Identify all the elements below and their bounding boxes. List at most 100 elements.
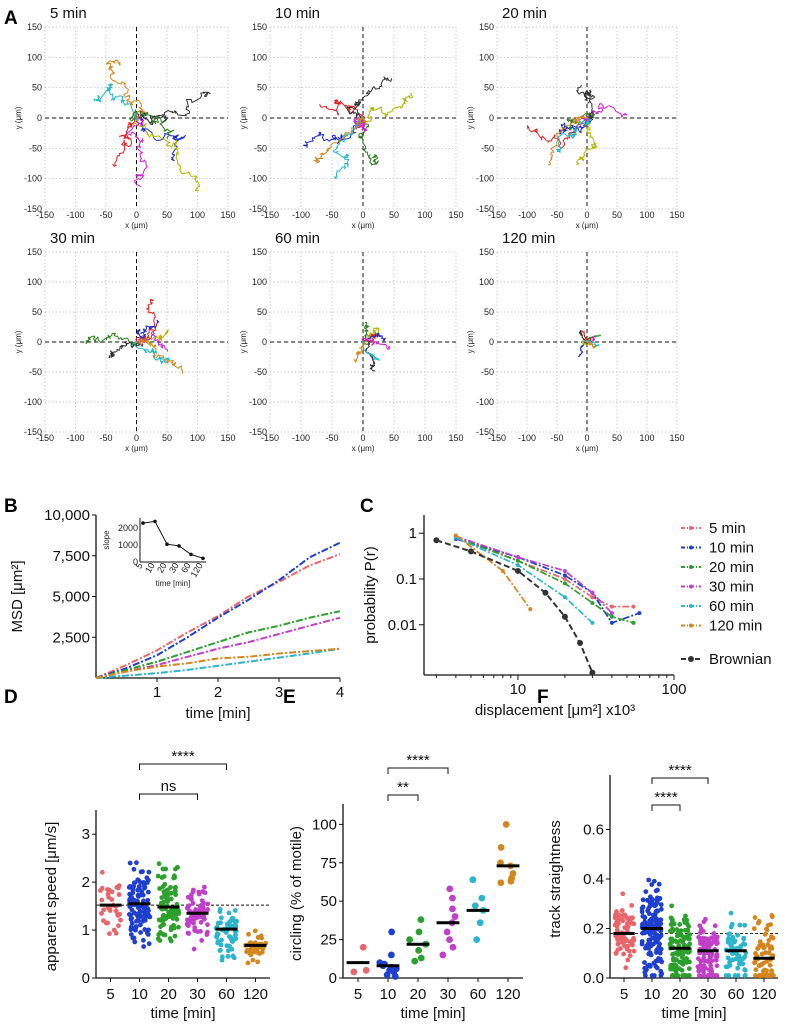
data-point [618, 946, 623, 951]
data-point [671, 921, 677, 927]
msd-series-line [95, 647, 341, 679]
x-tick-label: 3 [275, 684, 283, 701]
data-point [651, 973, 657, 978]
data-point [172, 912, 178, 918]
data-point [142, 927, 148, 932]
data-point [672, 950, 678, 956]
data-point [198, 919, 204, 925]
data-point [449, 905, 456, 913]
data-point [668, 940, 674, 946]
data-point [639, 909, 645, 915]
data-point [650, 930, 655, 935]
data-point [698, 958, 704, 964]
data-point [615, 937, 620, 942]
data-point [658, 921, 664, 927]
panel-label: B [4, 496, 18, 517]
data-point [129, 907, 135, 913]
data-point [757, 973, 763, 978]
data-point [168, 890, 174, 896]
data-point [726, 931, 732, 937]
x-tick-label: 20 [160, 986, 177, 1003]
data-point [687, 959, 692, 965]
data-point [714, 941, 720, 947]
data-point [99, 869, 105, 875]
data-point [449, 894, 456, 902]
y-tick-label: 50 [32, 307, 42, 317]
data-point [753, 973, 758, 978]
y-tick-label: 150 [27, 22, 42, 32]
data-point [201, 914, 207, 919]
data-point [700, 928, 706, 934]
data-point [753, 967, 759, 973]
data-point [146, 908, 151, 914]
data-point [742, 967, 748, 973]
y-tick-label: -100 [24, 397, 42, 407]
probability-point [590, 595, 595, 600]
probability-point [542, 589, 549, 596]
y-tick-label: 150 [252, 247, 267, 257]
y-tick-label: -50 [254, 367, 267, 377]
x-tick-label: 50 [612, 433, 622, 443]
data-point [742, 922, 748, 928]
y-tick-label: 0.4 [583, 871, 604, 888]
data-point [683, 913, 688, 919]
data-point [443, 928, 451, 936]
data-point [193, 914, 199, 920]
data-point [116, 892, 122, 897]
trajectory-trace [135, 298, 157, 343]
panel-label: C [360, 496, 374, 517]
y-tick-label: 100 [479, 277, 494, 287]
significance-label: **** [406, 752, 430, 769]
data-point [144, 930, 150, 936]
data-point [176, 924, 181, 930]
data-point [708, 962, 713, 968]
x-tick-label: 4 [336, 684, 344, 701]
data-point [469, 876, 477, 884]
data-point [657, 941, 662, 947]
probability-point [562, 595, 567, 600]
data-point [446, 885, 454, 893]
inset-y-tick-label: 1000 [118, 540, 138, 550]
x-tick-label: -150 [488, 210, 506, 220]
data-point [627, 953, 633, 959]
data-point [164, 898, 170, 903]
data-point [168, 910, 174, 916]
data-point [145, 889, 151, 895]
x-tick-label: -100 [518, 210, 536, 220]
data-point [451, 913, 459, 920]
data-point [497, 844, 505, 851]
data-point [677, 938, 683, 944]
data-point [709, 969, 715, 974]
trajectory-trace [85, 332, 138, 348]
data-point [189, 897, 194, 902]
inset-slope-point [141, 521, 145, 525]
x-tick-label: 0 [134, 433, 139, 443]
probability-point [590, 590, 595, 595]
data-point [631, 948, 637, 954]
data-point [647, 940, 653, 946]
x-tick-label: 60 [728, 986, 745, 1003]
data-point [417, 916, 425, 924]
trajectory-trace [134, 337, 184, 374]
trajectory-trace [112, 115, 142, 167]
trajectory-trace [126, 115, 148, 188]
data-point [677, 959, 682, 965]
data-point [653, 964, 659, 969]
y-tick-label: 3 [82, 826, 90, 843]
x-tick-label: 60 [470, 986, 487, 1003]
data-point [415, 946, 423, 954]
x-tick-label: 10 [380, 986, 397, 1003]
data-point [686, 924, 692, 929]
panel-d: 5 10 20 30 60 120 0 1 2 3 time [min] apparent speed… [43, 748, 270, 1022]
data-point [644, 943, 650, 949]
data-point [244, 949, 249, 955]
data-point [249, 950, 254, 955]
probability-point [561, 613, 568, 620]
data-point [735, 932, 741, 938]
data-point [769, 968, 774, 974]
data-point [765, 942, 771, 948]
trajectory-trace [547, 115, 588, 166]
x-tick-label: -100 [292, 210, 310, 220]
trajectory-trace [362, 327, 380, 343]
data-point [714, 963, 720, 969]
